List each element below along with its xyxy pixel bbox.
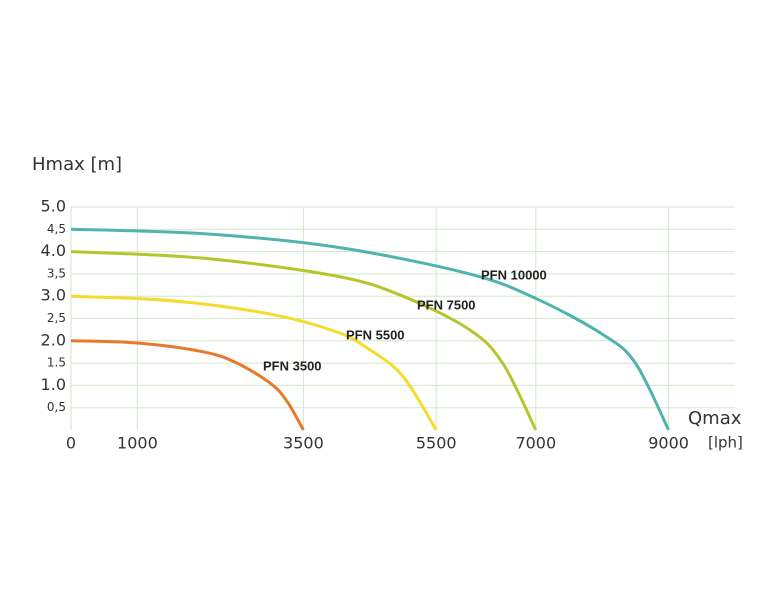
- y-tick-label: 3,5: [47, 266, 66, 280]
- y-tick-label: 1.5: [47, 356, 66, 370]
- x-tick-label: 9000: [648, 434, 689, 453]
- pump-curve: [70, 339, 305, 431]
- y-axis-label: Hmax [m]: [32, 154, 122, 175]
- curve-label: PFN 3500: [263, 358, 322, 373]
- y-tick-label: 1.0: [41, 375, 66, 394]
- pump-curve: [70, 227, 670, 431]
- y-tick-label: 3.0: [41, 286, 66, 305]
- x-axis-unit: [lph]: [708, 434, 743, 452]
- pump-curve: [70, 250, 538, 431]
- x-tick-label: 0: [66, 434, 76, 453]
- x-axis-label: Qmax: [688, 408, 742, 429]
- y-tick-label: 5.0: [41, 197, 66, 216]
- y-tick-label: 2.0: [41, 330, 66, 349]
- y-tick-label: 0,5: [47, 400, 66, 414]
- curve-label: PFN 7500: [417, 297, 476, 312]
- pump-curve: [70, 294, 438, 431]
- y-tick-label: 4.0: [41, 241, 66, 260]
- y-tick-label: 4,5: [47, 222, 66, 236]
- curve-label: PFN 10000: [481, 267, 547, 282]
- x-tick-label: 5500: [416, 434, 457, 453]
- curve-label: PFN 5500: [346, 327, 405, 342]
- x-tick-label: 1000: [117, 434, 158, 453]
- y-tick-label: 2,5: [47, 311, 66, 325]
- x-tick-label: 7000: [515, 434, 556, 453]
- x-tick-label: 3500: [283, 434, 324, 453]
